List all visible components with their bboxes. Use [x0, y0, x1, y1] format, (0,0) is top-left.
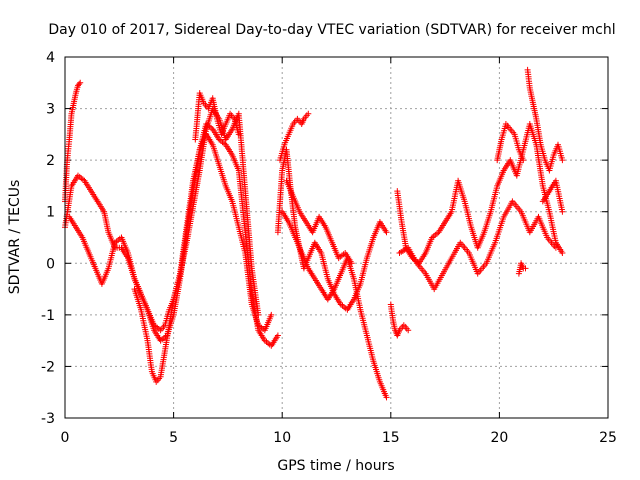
data-point	[559, 157, 566, 164]
x-tick-label: 20	[490, 430, 508, 446]
x-tick-label: 25	[599, 430, 617, 446]
y-tick-label: 2	[46, 153, 55, 169]
data-point	[305, 110, 312, 117]
data-point	[76, 81, 83, 88]
x-tick-label: 5	[169, 430, 178, 446]
data-points	[62, 66, 566, 401]
grid	[65, 57, 608, 418]
data-point	[552, 244, 559, 251]
y-tick-label: -3	[41, 411, 55, 427]
x-tick-label: 0	[61, 430, 70, 446]
data-point	[268, 311, 275, 318]
chart-title: Day 010 of 2017, Sidereal Day-to-day VTE…	[48, 22, 615, 38]
data-point	[255, 311, 262, 318]
y-tick-label: -1	[41, 308, 55, 324]
data-point	[274, 332, 281, 339]
data-point	[559, 208, 566, 215]
y-tick-label: -2	[41, 359, 55, 375]
x-tick-label: 15	[382, 430, 400, 446]
data-point	[348, 260, 355, 267]
x-axis-label: GPS time / hours	[277, 458, 394, 474]
y-axis-label: SDTVAR / TECUs	[7, 180, 23, 295]
y-tick-label: 0	[46, 256, 55, 272]
data-point	[520, 157, 527, 164]
y-tick-label: 3	[46, 102, 55, 118]
y-tick-label: 1	[46, 205, 55, 221]
data-point	[383, 394, 390, 401]
data-point	[405, 327, 412, 334]
data-point	[559, 250, 566, 256]
data-point	[77, 79, 84, 86]
data-point	[522, 265, 529, 272]
plot-frame	[64, 56, 609, 419]
x-tick-label: 10	[273, 430, 291, 446]
data-point	[235, 131, 242, 138]
data-point	[383, 229, 390, 236]
y-tick-label: 4	[46, 50, 55, 66]
axis-ticks: 0 5 10 15 20 25 -3 -2 -1 0 1 2 3 4	[41, 50, 617, 446]
